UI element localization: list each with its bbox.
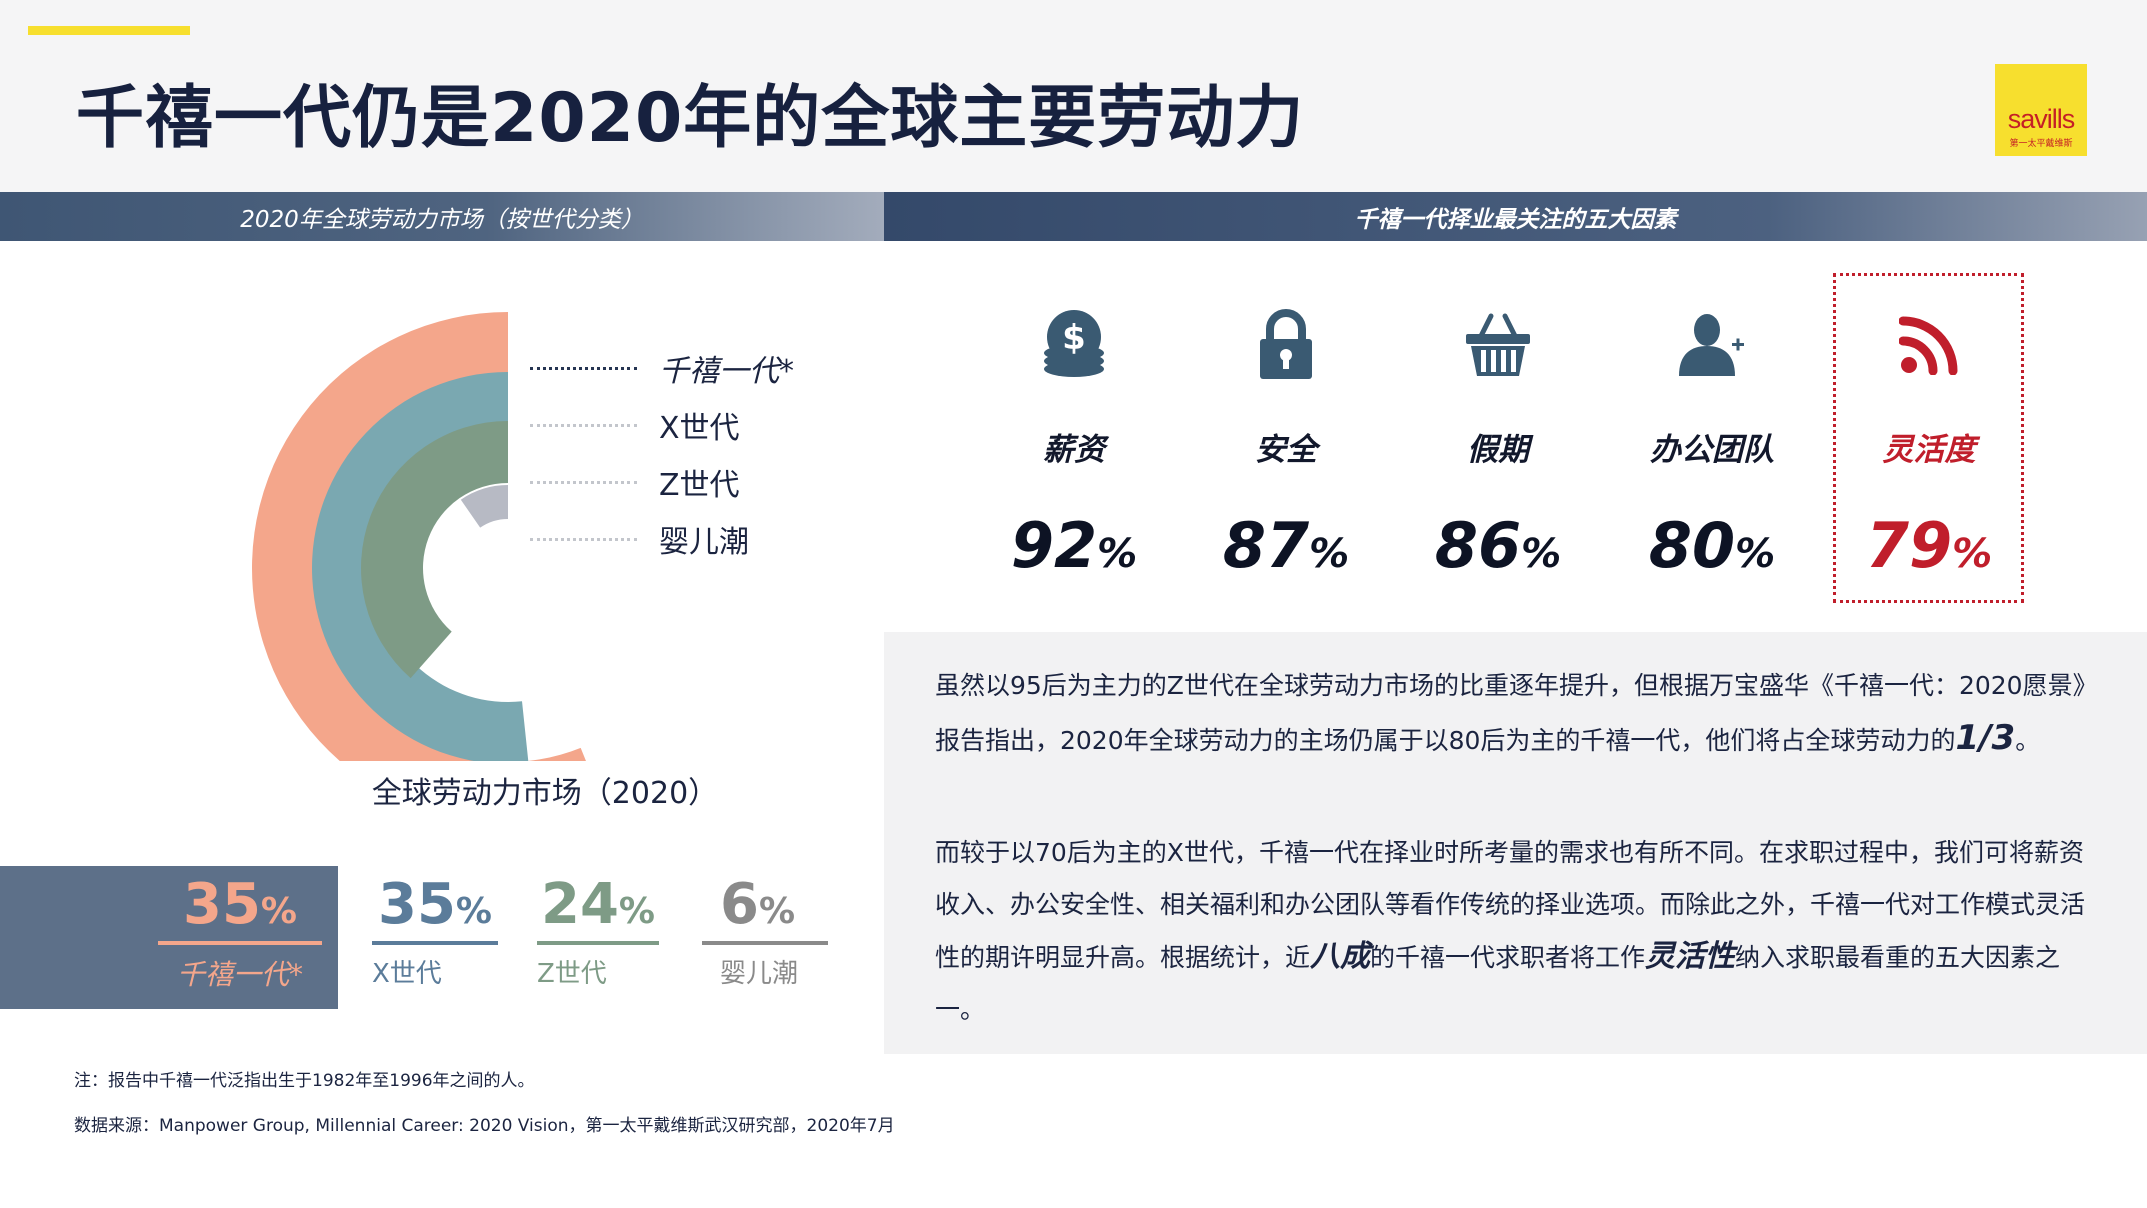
factor-value: 92% (1010, 509, 1138, 582)
stat-label: 千禧一代* (176, 958, 303, 991)
legend-item-millennial: 千禧一代* (530, 348, 794, 389)
factor-label: 办公团队 (1650, 432, 1774, 468)
stat-value: 35% (182, 872, 297, 937)
footnote: 注：报告中千禧一代泛指出生于1982年至1996年之间的人。 (74, 1071, 535, 1091)
factor-flexibility: 灵活度 79% (1829, 306, 2029, 582)
factor-salary: $ 薪资 92% (974, 306, 1174, 582)
logo-text: savills (2007, 104, 2076, 134)
legend-item-boomer: 婴儿潮 (530, 519, 749, 560)
stat-genx: 35% X世代 (372, 872, 498, 990)
stat-genz: 24% Z世代 (537, 872, 659, 990)
stat-underline (537, 941, 659, 945)
ring-1 (252, 312, 586, 761)
lock-icon (1186, 306, 1386, 384)
legend-leader-line (530, 423, 637, 427)
user-add-icon (1612, 306, 1812, 384)
factor-label: 假期 (1467, 432, 1529, 468)
emphasis-one-third: 1/3 (1955, 718, 2016, 758)
factor-vacation: 假期 86% (1398, 306, 1598, 582)
svg-text:$: $ (1062, 318, 1086, 358)
factor-label: 薪资 (1043, 432, 1105, 468)
factor-team: 办公团队 80% (1612, 306, 1812, 582)
stat-label: X世代 (372, 959, 442, 989)
ring-3 (361, 421, 508, 679)
description-panel (884, 632, 2147, 1054)
paragraph-2: 而较于以70后为主的X世代，千禧一代在择业时所考量的需求也有所不同。在求职过程中… (935, 838, 2086, 1024)
legend-leader-line (530, 480, 637, 484)
factor-value: 79% (1865, 509, 1993, 582)
stat-label: 婴儿潮 (720, 959, 799, 989)
stat-underline (372, 941, 498, 945)
money-icon: $ (974, 306, 1174, 384)
emphasis-flexibility: 灵活性 (1645, 939, 1736, 974)
factor-value: 80% (1648, 509, 1776, 582)
page-title: 千禧一代仍是2020年的全球主要劳动力 (76, 79, 1305, 158)
left-section-heading-text: 2020年全球劳动力市场（按世代分类） (240, 206, 644, 233)
source-note: 数据来源：Manpower Group, Millennial Career: … (74, 1116, 895, 1136)
ring-2 (312, 372, 529, 761)
stat-boomer: 6% 婴儿潮 (702, 872, 828, 990)
logo-subtext: 第一太平戴维斯 (2009, 139, 2073, 149)
factor-label: 灵活度 (1882, 432, 1976, 468)
legend-leader-line (530, 537, 637, 541)
header-band (0, 0, 2147, 192)
chart-caption: 全球劳动力市场（2020） (371, 776, 719, 811)
ring-4 (460, 485, 508, 528)
factor-value: 86% (1434, 509, 1562, 582)
savills-logo: savills 第一太平戴维斯 (1995, 64, 2087, 156)
accent-bar (28, 26, 190, 35)
legend-leader-line (530, 366, 637, 370)
right-section-heading: 千禧一代择业最关注的五大因素 (884, 192, 2147, 241)
factor-label: 安全 (1255, 432, 1317, 468)
stat-label: Z世代 (537, 959, 607, 989)
factor-security: 安全 87% (1186, 306, 1386, 582)
rss-icon (1829, 306, 2029, 384)
legend-label: 婴儿潮 (659, 525, 749, 560)
stats-highlight-band (0, 866, 338, 1009)
legend-item-genx: X世代 (530, 405, 740, 446)
factor-value: 87% (1222, 509, 1350, 582)
flexibility-highlight-box (1833, 273, 2024, 603)
left-section-heading: 2020年全球劳动力市场（按世代分类） (0, 192, 884, 241)
legend-label: 千禧一代* (659, 354, 794, 389)
legend-item-genz: Z世代 (530, 462, 740, 503)
stat-value: 24% (540, 872, 655, 937)
right-section-heading-text: 千禧一代择业最关注的五大因素 (1354, 206, 1677, 233)
legend-label: Z世代 (659, 468, 740, 503)
stat-value: 35% (377, 872, 492, 937)
stat-millennial: 35% 千禧一代* (158, 872, 322, 993)
emphasis-eighty-percent: 八成 (1310, 939, 1371, 974)
basket-icon (1398, 306, 1598, 384)
stat-value: 6% (720, 872, 796, 937)
stat-underline (702, 941, 828, 945)
stat-underline (158, 941, 322, 945)
paragraph-1: 虽然以95后为主力的Z世代在全球劳动力市场的比重逐年提升，但根据万宝盛华《千禧一… (935, 671, 2086, 758)
radial-bar-chart (252, 312, 586, 761)
legend-label: X世代 (659, 411, 740, 446)
